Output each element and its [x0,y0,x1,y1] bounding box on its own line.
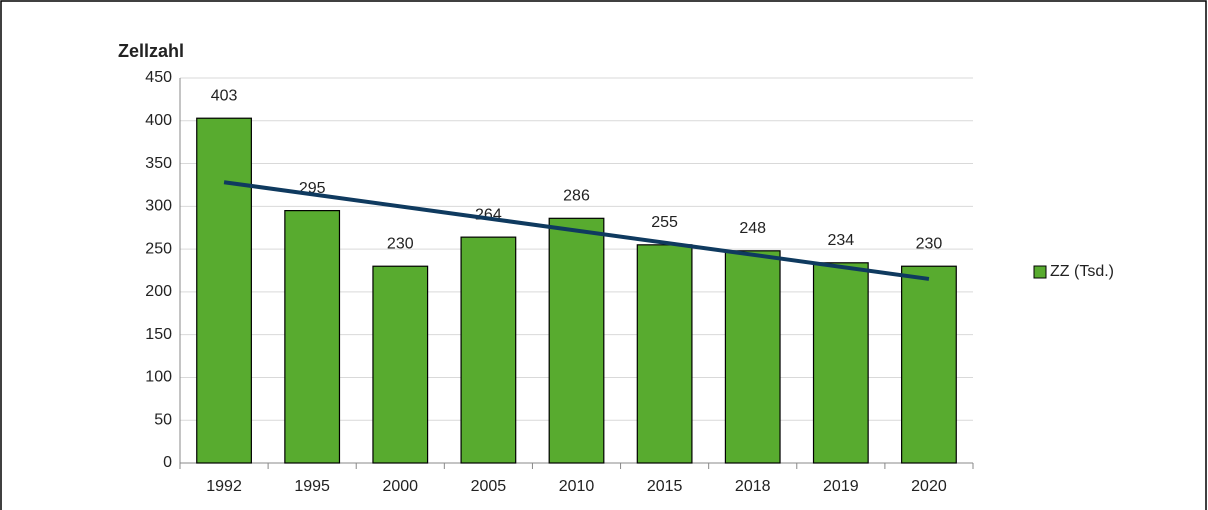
legend-swatch [1033,265,1047,279]
y-tick-label: 200 [145,283,172,300]
y-tick-label: 50 [154,411,172,428]
x-tick-label: 2018 [735,478,771,495]
y-tick-label: 250 [145,240,172,257]
legend-label: ZZ (Tsd.) [1050,263,1114,280]
bar [372,265,429,464]
y-tick-label: 300 [145,198,172,215]
bar [284,210,341,464]
bar [548,217,605,464]
bar [196,117,252,464]
data-label: 286 [563,188,590,205]
x-tick-label: 1995 [294,478,330,495]
data-label: 230 [916,235,943,252]
y-tick-label: 450 [145,69,172,86]
data-label: 234 [827,232,854,249]
data-label: 403 [211,87,238,104]
x-tick-label: 2005 [471,478,507,495]
bar [812,262,869,464]
x-tick-label: 1992 [206,478,242,495]
data-label: 248 [739,220,766,237]
y-tick-label: 150 [145,326,172,343]
y-tick-label: 400 [145,112,172,129]
bar [460,236,517,464]
x-tick-label: 2020 [911,478,947,495]
y-tick-label: 0 [163,454,172,471]
x-tick-label: 2019 [823,478,859,495]
y-tick-label: 350 [145,155,172,172]
x-tick-label: 2015 [647,478,683,495]
y-axis-title: Zellzahl [118,41,184,61]
bar [901,265,957,464]
data-label: 230 [387,235,414,252]
bar [636,244,693,464]
x-tick-label: 2000 [382,478,418,495]
data-label: 255 [651,214,678,231]
bar [724,250,781,464]
trendline [223,180,930,281]
y-tick-label: 100 [145,369,172,386]
x-tick-label: 2010 [559,478,595,495]
